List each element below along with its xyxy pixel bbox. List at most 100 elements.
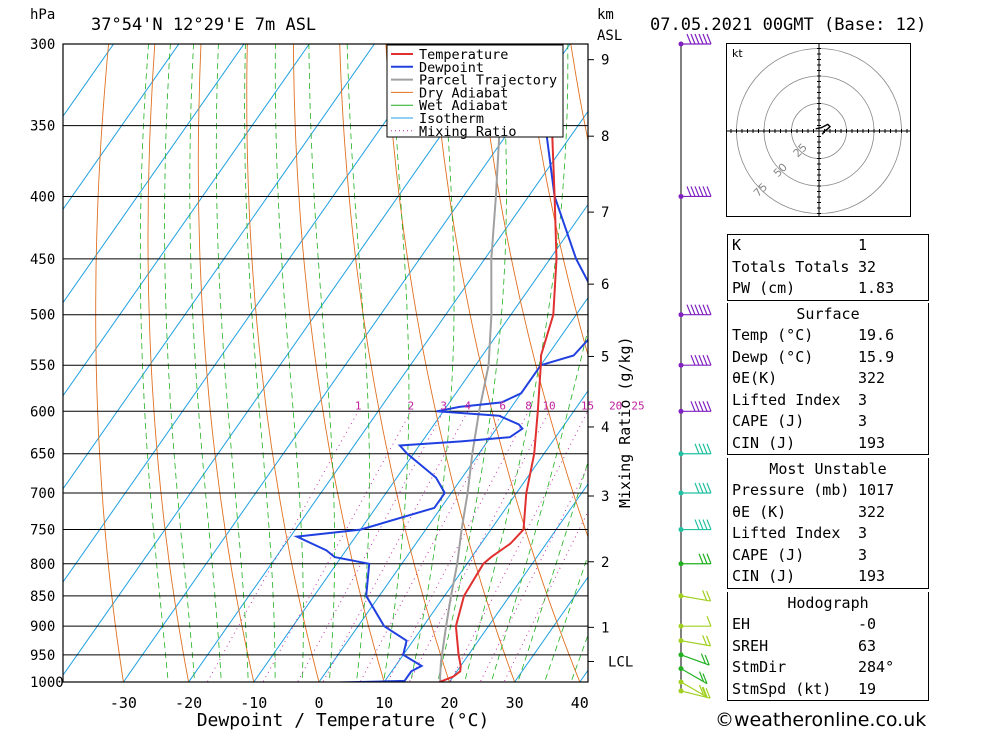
wind-barb-flag [706, 304, 712, 315]
hodograph-indices-panel: Hodograph EH -0 SREH 63 StmDir 284° StmSpd (kt)… [727, 592, 929, 701]
index-value: 1017 [858, 481, 895, 499]
mixing-ratio-label: 10 [542, 399, 555, 412]
hodo-ring-label: 75 [751, 181, 770, 200]
wet-adiabat-line [464, 44, 569, 682]
wind-barb-flag [705, 687, 711, 699]
legend-entry: Parcel Trajectory [419, 73, 557, 89]
plot-area [63, 7, 1000, 708]
wind-barb-flag [698, 482, 704, 494]
index-label: θE (K) [732, 502, 787, 521]
wind-barb-flag [706, 33, 712, 45]
wind-barb-flag [694, 443, 700, 454]
dewpoint-line [293, 44, 588, 682]
wind-barb-flag [704, 654, 710, 666]
wind-barb-staff [680, 668, 708, 685]
temperature-tick-label: 30 [506, 694, 524, 712]
wind-barb [678, 666, 708, 685]
index-value: 63 [858, 636, 877, 655]
isotherm-line [63, 44, 180, 211]
pressure-tick-label: 700 [30, 486, 55, 502]
isotherm-line [63, 44, 375, 490]
km-tick-label: 6 [601, 277, 609, 293]
wet-adiabat-line [139, 44, 169, 682]
wind-barb-flag [706, 354, 712, 366]
hodo-ring-label: 50 [771, 161, 790, 180]
wind-barb-flag [702, 634, 708, 646]
km-tick-label: 5 [601, 349, 609, 365]
surface-panel: Surface Temp (°C) 19.6 Dewp (°C) 15.9 θE(K) 32… [727, 303, 929, 455]
wind-barb [678, 634, 712, 647]
km-tick-label: 1 [601, 620, 609, 636]
wind-barb-flag [702, 673, 708, 684]
mixing-ratio-label: 1 [355, 399, 362, 412]
wind-barb-flag [702, 553, 708, 564]
hodo-trace [815, 123, 831, 135]
isotherm-line [448, 483, 588, 682]
pressure-tick-label: 550 [30, 358, 55, 374]
pressure-tick-label: 850 [30, 589, 55, 605]
wind-barb-flag [702, 686, 708, 698]
indices-panel: K 1 Totals Totals 32 PW (cm) 1.83 [727, 234, 929, 301]
wind-barb-flag [705, 635, 712, 647]
index-label: Dewp (°C) [732, 347, 814, 366]
index-value: 15.9 [858, 347, 895, 366]
wind-barb-flag [690, 304, 696, 315]
legend-entry: Mixing Ratio [419, 124, 517, 140]
wet-adiabat-line [544, 554, 588, 682]
wind-barb [678, 33, 712, 47]
wind-barb [678, 354, 712, 368]
pressure-tick-label: 950 [30, 648, 55, 664]
hodograph-panel: 25 50 75 kt [726, 42, 911, 220]
credit-text: ©weatheronline.co.uk [715, 709, 927, 731]
pressure-tick-label: 350 [30, 119, 55, 135]
hodograph-title: Hodograph [787, 594, 869, 612]
most-unstable-title: Most Unstable [769, 460, 887, 478]
wind-barb-flag [706, 186, 712, 197]
wind-barb-staff [680, 690, 711, 699]
wind-barb [678, 401, 712, 414]
temperature-tick-label: -20 [175, 694, 202, 712]
dry-adiabat-line [431, 44, 581, 682]
pressure-tick-label: 800 [30, 557, 55, 573]
wind-barb-flag [705, 590, 712, 602]
wind-barb-flag [702, 401, 708, 412]
wind-barb-flag [694, 33, 700, 45]
most-unstable-row: θE (K) 322 [728, 502, 928, 524]
wind-barb-flag [706, 443, 712, 454]
wind-barb-flag [700, 653, 706, 664]
index-value: 3 [858, 390, 868, 409]
surface-row: CIN (J) 193 [728, 433, 928, 455]
wind-barb-flag [702, 590, 708, 601]
index-label: θE(K) [732, 369, 778, 387]
wind-barb [678, 679, 708, 698]
wind-barb-flag [686, 33, 692, 45]
wind-barb-flag [694, 482, 700, 494]
wet-adiabat-line [189, 44, 222, 682]
index-label: EH [732, 615, 751, 633]
index-label: Totals Totals [732, 257, 850, 276]
km-unit-label: km [597, 7, 614, 23]
wind-barb-flag [698, 33, 704, 45]
index-value: 32 [858, 257, 877, 276]
wind-barb-flag [698, 519, 704, 530]
isotherm-line [514, 576, 588, 682]
isotherm-line [383, 389, 588, 682]
mixing-ratio-label: 25 [631, 399, 644, 412]
temperature-tick-label: 20 [440, 694, 458, 712]
wet-adiabat-line [410, 44, 455, 682]
surface-row: Lifted Index 3 [728, 390, 928, 412]
pressure-tick-label: 750 [30, 523, 55, 539]
dry-adiabat-line [973, 7, 1000, 708]
dry-adiabat-line [385, 44, 516, 682]
surface-row: Dewp (°C) 15.9 [728, 347, 928, 369]
wind-barb-flag [706, 519, 712, 530]
legend-box [386, 44, 564, 138]
hodograph-row: StmDir 284° [728, 657, 928, 679]
index-value: 1 [858, 236, 868, 254]
index-value: 322 [858, 502, 886, 521]
wind-barb-flag [698, 401, 704, 412]
wind-barb-flag [706, 401, 712, 412]
index-value: 3 [858, 412, 868, 430]
